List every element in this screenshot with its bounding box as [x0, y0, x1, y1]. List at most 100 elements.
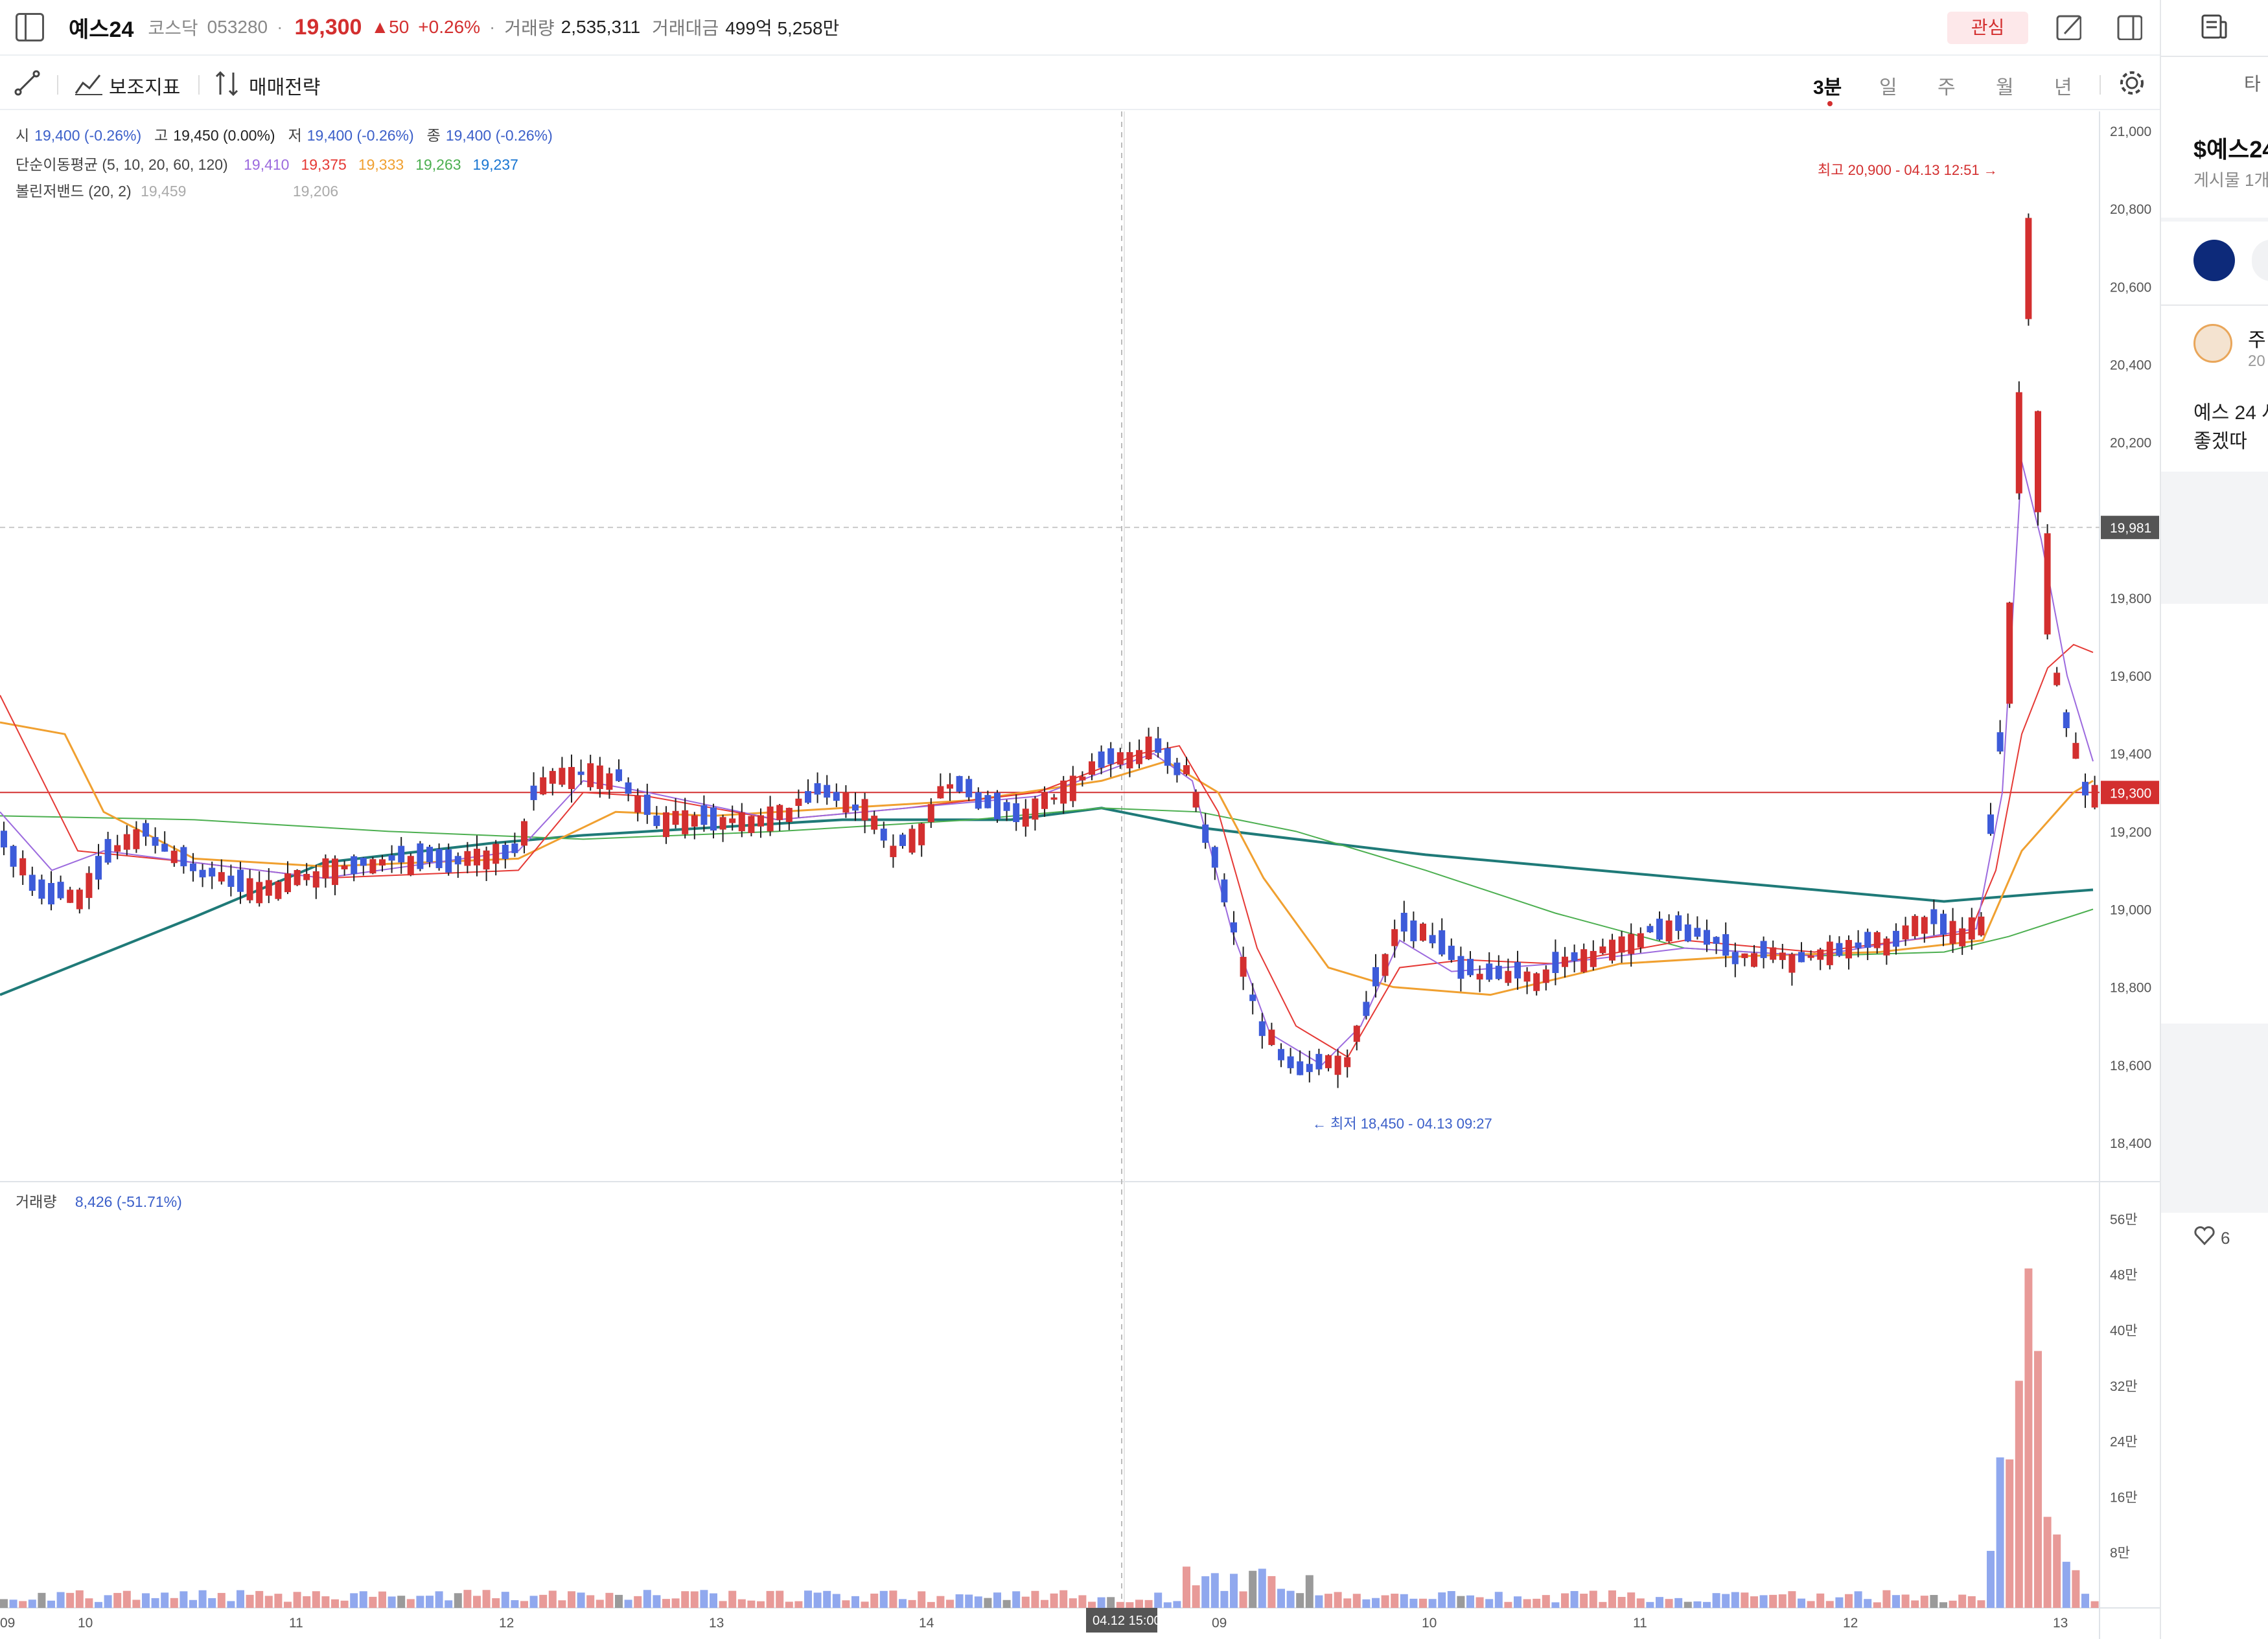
candle-body: [559, 768, 565, 785]
volume-bar: [1542, 1595, 1550, 1608]
volume-tick-label: 48만: [2110, 1268, 2138, 1283]
candle-body: [1883, 939, 1890, 956]
candle-body: [1344, 1057, 1350, 1067]
period-tab-day[interactable]: 일: [1879, 71, 1897, 100]
period-tab-week[interactable]: 주: [1938, 71, 1956, 100]
bb-lower-value: 19,206: [293, 183, 338, 200]
price-chart[interactable]: 14.71 %0 %0 %19.93 %0 %16.09 %12.26 %14.…: [0, 111, 2160, 1639]
strategy-button[interactable]: 매매전략: [249, 71, 320, 100]
candle-body: [218, 872, 225, 882]
settings-gear-icon[interactable]: [2118, 69, 2146, 97]
volume-bar: [1845, 1594, 1853, 1608]
volume-bar: [2024, 1268, 2032, 1608]
volume-bar: [1164, 1602, 1172, 1608]
volume-bar: [378, 1592, 386, 1608]
volume-bar: [350, 1593, 358, 1608]
post-line-2: 좋겠따: [2193, 425, 2247, 453]
indicator-button[interactable]: 보조지표: [109, 71, 180, 100]
volume-bar: [2053, 1535, 2061, 1608]
price-tick-label: 20,200: [2110, 436, 2151, 451]
strategy-icon[interactable]: [214, 70, 244, 97]
candle-body: [1315, 1054, 1322, 1070]
candle-body: [1808, 956, 1814, 958]
sidebar-toggle-icon[interactable]: [16, 13, 44, 41]
volume-bar: [681, 1591, 689, 1608]
volume-tick-label: 8만: [2110, 1546, 2130, 1561]
ohlc-key: 저: [288, 127, 302, 144]
candle-body: [881, 829, 887, 840]
candle-body: [29, 875, 36, 891]
panel-tab-label[interactable]: 타: [2244, 70, 2261, 96]
volume-bar: [2044, 1517, 2052, 1608]
candle-body: [634, 796, 641, 813]
heart-icon[interactable]: [2193, 1226, 2216, 1245]
volume-bar: [2063, 1562, 2070, 1608]
user-avatar[interactable]: [2193, 324, 2232, 363]
ma-value: 19,375: [301, 156, 346, 173]
volume-bar: [1703, 1602, 1711, 1608]
volume-bar: [1419, 1599, 1427, 1608]
candle-body: [1978, 917, 1984, 935]
candle-body: [1259, 1022, 1266, 1037]
period-tab-3min[interactable]: 3분: [1813, 71, 1842, 100]
volume-bar: [388, 1596, 396, 1608]
volume-bar: [785, 1601, 793, 1608]
edit-icon[interactable]: [2055, 14, 2081, 40]
volume-bar: [908, 1600, 916, 1608]
favorite-button[interactable]: 관심: [1947, 12, 2028, 44]
volume-bar: [653, 1595, 660, 1608]
candle-body: [48, 883, 54, 904]
volume-bar: [1466, 1596, 1474, 1608]
candle-body: [1741, 954, 1748, 958]
post-image[interactable]: [2161, 1024, 2268, 1213]
price-tick-label: 19,000: [2110, 902, 2151, 917]
avatar-placeholder[interactable]: [2252, 240, 2268, 281]
post-image[interactable]: [2161, 472, 2268, 604]
period-tab-month[interactable]: 월: [1996, 71, 2014, 100]
panel-toggle-icon[interactable]: [2116, 14, 2142, 40]
drawing-tool-icon[interactable]: [14, 70, 40, 96]
time-tick-label: 11: [1633, 1616, 1647, 1631]
volume-bar: [586, 1595, 594, 1608]
volume-bar: [1987, 1551, 1995, 1608]
volume-bar: [502, 1592, 509, 1608]
candle-body: [1155, 739, 1161, 753]
candle-body: [1997, 732, 2004, 751]
candle-body: [1372, 967, 1379, 987]
volume-bar: [1939, 1602, 1947, 1608]
volume-bar: [530, 1596, 538, 1608]
period-tab-year[interactable]: 년: [2054, 71, 2072, 100]
volume-bar: [483, 1590, 491, 1608]
candle-body: [426, 847, 433, 862]
volume-bar: [662, 1599, 670, 1608]
indicator-icon[interactable]: [74, 71, 104, 96]
candle-body: [1136, 750, 1142, 764]
volume-bar: [615, 1595, 623, 1608]
candle-body: [805, 791, 811, 803]
candle-body: [152, 837, 159, 846]
candle-body: [540, 777, 546, 794]
candle-body: [1126, 752, 1133, 768]
volume-bar: [568, 1591, 575, 1608]
candle-body: [389, 855, 395, 860]
market-label: 코스닥: [148, 14, 198, 40]
volume-bar: [1627, 1592, 1635, 1608]
avatar[interactable]: [2193, 240, 2235, 281]
volume-bar: [1731, 1592, 1739, 1608]
volume-bar: [29, 1599, 36, 1608]
candle-body: [1354, 1026, 1360, 1042]
news-icon[interactable]: [2200, 13, 2228, 41]
volume-bar: [861, 1601, 869, 1608]
candle-body: [710, 807, 717, 831]
candle-body: [256, 882, 262, 903]
volume-bar: [227, 1601, 235, 1608]
volume-bar: [1826, 1601, 1834, 1608]
time-tick-label: 13: [709, 1616, 724, 1631]
candle-body: [105, 839, 111, 862]
volume-bar: [1429, 1599, 1437, 1608]
volume-bar: [975, 1596, 982, 1608]
candle-body: [815, 783, 821, 795]
volume-bar: [1873, 1602, 1881, 1608]
candle-body: [455, 856, 461, 864]
volume-bar: [2015, 1381, 2023, 1608]
